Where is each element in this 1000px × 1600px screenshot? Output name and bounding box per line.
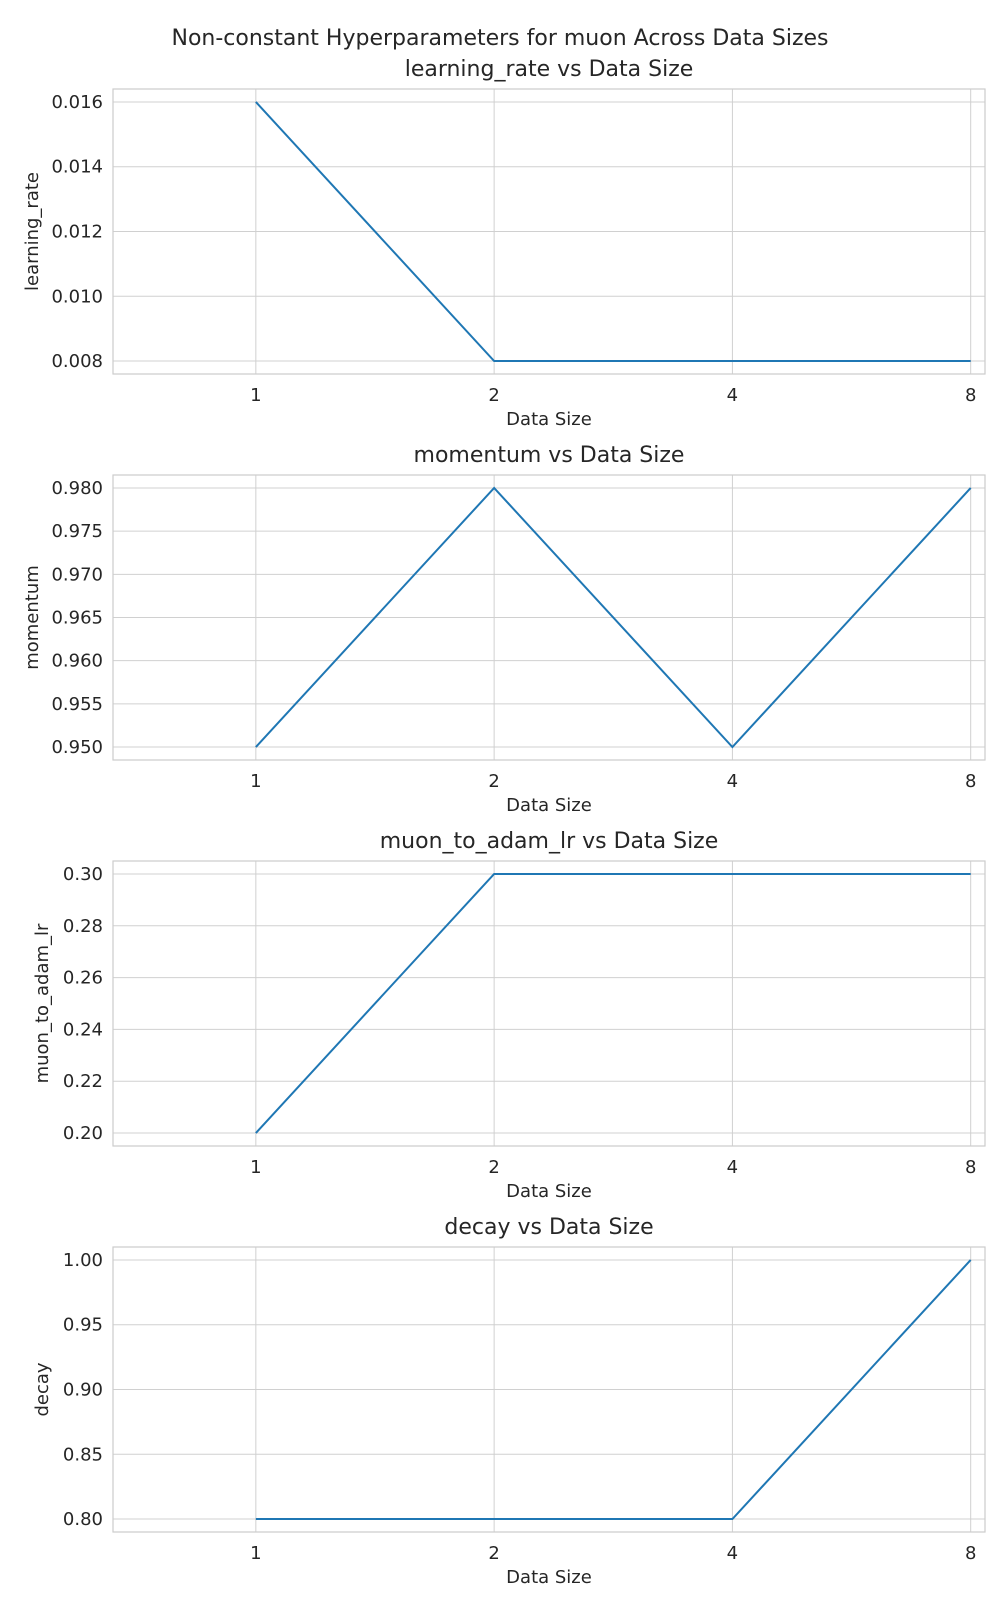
panel-3-xtick-label: 1 [250, 1157, 261, 1178]
panel-2-ytick-label: 0.950 [51, 737, 103, 758]
panel-2-frame [112, 474, 986, 761]
panel-2-xtick-label: 2 [488, 771, 499, 792]
panel-1-series-line [255, 101, 971, 363]
panel-1-xtick-label: 8 [965, 385, 976, 406]
panel-1-ytick-label: 0.010 [51, 286, 103, 307]
panel-2-ytick-label: 0.955 [51, 694, 103, 715]
panel-2-xtick-label: 1 [250, 771, 261, 792]
panel-4-xtick-label: 4 [727, 1543, 738, 1564]
panel-3-ytick-label: 0.20 [63, 1123, 103, 1144]
panel-3-frame [112, 860, 986, 1147]
panel-4-ytick-label: 0.90 [63, 1380, 103, 1401]
panel-3-xtick-label: 4 [727, 1157, 738, 1178]
panel-4-ytick-label: 1.00 [63, 1250, 103, 1271]
panel-1-xlabel: Data Size [506, 409, 592, 430]
panel-2-xtick-label: 8 [965, 771, 976, 792]
panel-4-frame [112, 1246, 986, 1533]
panel-1-ytick-label: 0.012 [51, 222, 103, 243]
panel-1-ytick-label: 0.008 [51, 351, 103, 372]
panel-2-ytick-label: 0.960 [51, 651, 103, 672]
panel-3-xtick-label: 2 [488, 1157, 499, 1178]
panel-4-xtick-label: 8 [965, 1543, 976, 1564]
figure-title: Non-constant Hyperparameters for muon Ac… [171, 26, 829, 51]
panel-3-xtick-label: 8 [965, 1157, 976, 1178]
panel-1-xtick-label: 4 [727, 385, 738, 406]
panel-1-ytick-label: 0.016 [51, 92, 103, 113]
panel-2-ytick-label: 0.975 [51, 521, 103, 542]
panel-4-ytick-label: 0.85 [63, 1444, 103, 1465]
panel-2-series-line [255, 486, 972, 749]
panel-3-ytick-label: 0.28 [63, 916, 103, 937]
panel-1-ytick-label: 0.014 [51, 157, 103, 178]
panel-3-title: muon_to_adam_lr vs Data Size [380, 829, 719, 854]
panel-3-ytick-label: 0.26 [63, 968, 103, 989]
panel-3-ylabel: muon_to_adam_lr [32, 923, 53, 1083]
panel-2-xlabel: Data Size [506, 795, 592, 816]
panel-1-title: learning_rate vs Data Size [405, 57, 694, 82]
panel-1-ylabel: learning_rate [22, 172, 43, 291]
panel-2-ytick-label: 0.970 [51, 564, 103, 585]
panel-3-xlabel: Data Size [506, 1181, 592, 1202]
panel-2-xtick-label: 4 [727, 771, 738, 792]
panel-4-xtick-label: 2 [488, 1543, 499, 1564]
panel-2-ytick-label: 0.980 [51, 478, 103, 499]
panel-3-ytick-label: 0.30 [63, 864, 103, 885]
panel-4-title: decay vs Data Size [444, 1215, 653, 1240]
panel-2-title: momentum vs Data Size [414, 443, 685, 468]
panel-4-ytick-label: 0.80 [63, 1509, 103, 1530]
panel-3-series-line [255, 872, 971, 1134]
panel-4-xtick-label: 1 [250, 1543, 261, 1564]
panel-1-xtick-label: 2 [488, 385, 499, 406]
panel-2-ytick-label: 0.965 [51, 608, 103, 629]
panel-4-series-line [255, 1259, 972, 1521]
panel-3-ytick-label: 0.22 [63, 1071, 103, 1092]
panel-1-xtick-label: 1 [250, 385, 261, 406]
panel-3-ytick-label: 0.24 [63, 1019, 103, 1040]
panel-2-ylabel: momentum [22, 565, 43, 670]
panel-1-frame [112, 88, 986, 375]
panel-4-ylabel: decay [32, 1362, 53, 1416]
panel-4-ytick-label: 0.95 [63, 1315, 103, 1336]
panel-4-xlabel: Data Size [506, 1567, 592, 1588]
